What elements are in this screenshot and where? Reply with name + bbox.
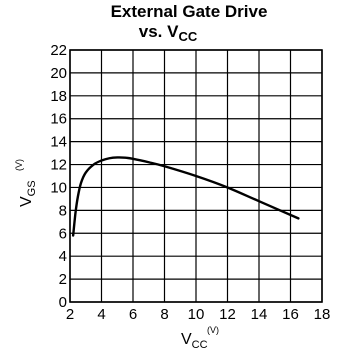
y-tick-label: 4 (59, 248, 67, 265)
x-tick-label: 16 (282, 306, 299, 323)
y-tick-label: 0 (59, 294, 67, 311)
y-tick-label: 20 (50, 65, 67, 82)
y-tick-label: 22 (50, 42, 67, 59)
x-tick-label: 4 (97, 306, 105, 323)
y-tick-label: 14 (50, 134, 67, 151)
x-axis-title-main: V (181, 331, 192, 348)
x-axis-title-unit: (V) (207, 325, 219, 335)
y-tick-label: 6 (59, 225, 67, 242)
svg-text:VCC: VCC (181, 331, 208, 351)
x-axis-title: VCC (V) (181, 325, 219, 351)
chart-title-line2-sub: CC (178, 29, 197, 44)
x-axis-title-sub: CC (192, 339, 208, 351)
x-tick-label: 8 (160, 306, 168, 323)
x-tick-label: 18 (314, 306, 331, 323)
y-tick-label: 8 (59, 202, 67, 219)
y-axis-title-sub: GS (26, 180, 38, 196)
x-tick-label: 10 (188, 306, 205, 323)
chart-title-line1: External Gate Drive (111, 2, 268, 21)
x-tick-label: 2 (66, 306, 74, 323)
chart-title: External Gate Drive vs. VCC (111, 2, 268, 44)
y-tick-label: 16 (50, 111, 67, 128)
x-tick-label: 6 (129, 306, 137, 323)
y-axis-title-main: V (18, 196, 35, 207)
chart-title-line2: vs. VCC (139, 22, 198, 44)
series-line-0 (71, 156, 300, 237)
svg-text:VGS: VGS (18, 180, 38, 207)
y-tick-label: 18 (50, 88, 67, 105)
y-axis-title-unit: (V) (14, 159, 24, 171)
y-axis-title: VGS (V) (14, 159, 38, 207)
y-tick-label: 12 (50, 157, 67, 174)
y-tick-label: 2 (59, 271, 67, 288)
x-tick-label: 14 (251, 306, 268, 323)
chart-title-line2-main: vs. V (139, 22, 179, 41)
y-tick-label: 10 (50, 179, 67, 196)
x-tick-label: 12 (219, 306, 236, 323)
plot-frame (69, 49, 323, 303)
series (71, 156, 300, 237)
